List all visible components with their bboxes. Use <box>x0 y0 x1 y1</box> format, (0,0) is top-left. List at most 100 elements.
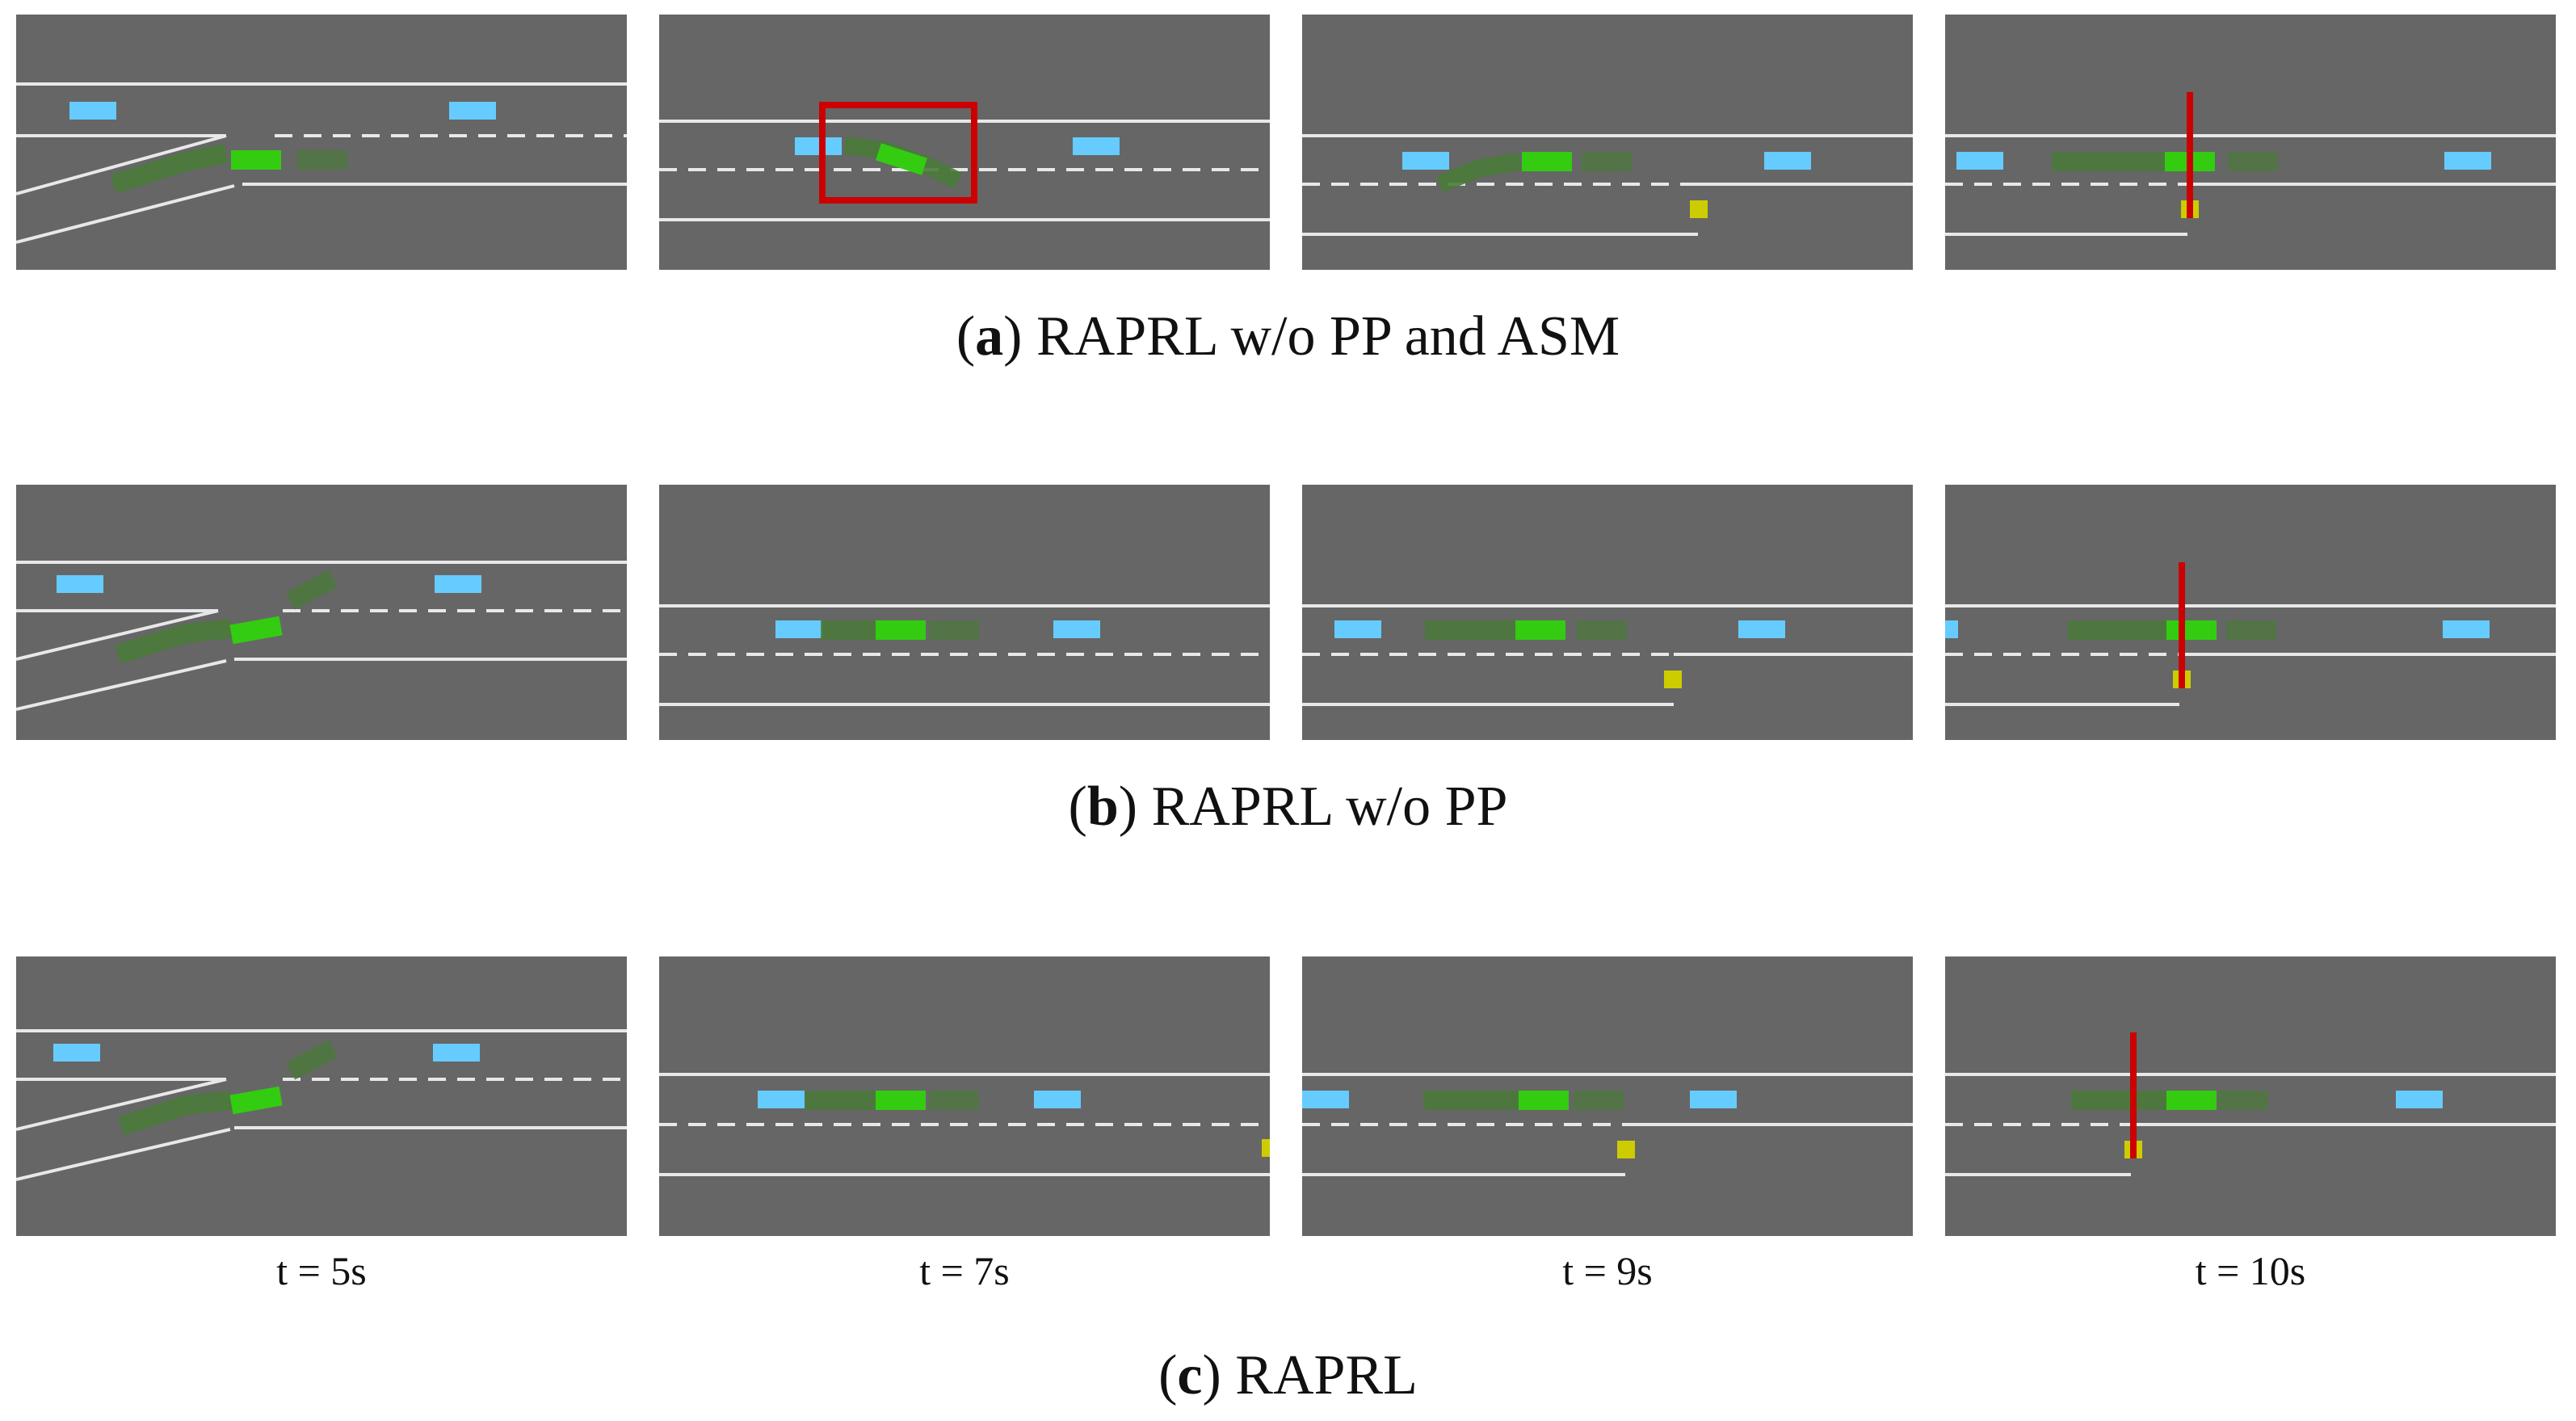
time-label-1: t = 5s <box>276 1248 367 1293</box>
ego-ghost <box>285 1040 338 1080</box>
vehicle <box>69 102 116 120</box>
vehicle <box>1053 620 1100 638</box>
time-label-2: t = 7s <box>919 1248 1010 1293</box>
ramp-edge-lower <box>16 1128 231 1181</box>
ego-trail <box>1425 620 1517 640</box>
lane-end-marker <box>1690 200 1708 218</box>
vehicle <box>1073 137 1120 155</box>
caption-c: (c) RAPRL <box>1158 1344 1418 1406</box>
collision-line <box>2130 1032 2137 1158</box>
scene-a-2 <box>659 102 1270 221</box>
ego-ghost <box>929 620 979 640</box>
ego-ghost <box>1574 1091 1624 1110</box>
ego-ghost <box>1577 620 1627 640</box>
time-label-4: t = 10s <box>2195 1248 2306 1293</box>
scene-b-3 <box>1302 604 1913 706</box>
ramp-edge-upper <box>16 609 219 661</box>
vehicle <box>435 575 481 593</box>
ego-vehicle <box>1522 152 1572 171</box>
vehicle <box>2396 1091 2443 1108</box>
vehicle <box>795 137 842 155</box>
ego-vehicle <box>229 1086 283 1115</box>
ego-trail <box>1423 1091 1520 1110</box>
highlight-box <box>819 102 977 204</box>
ego-ghost <box>285 570 338 610</box>
ego-ghost <box>1582 152 1632 171</box>
vehicle <box>449 102 496 120</box>
ego-ghost <box>2226 620 2276 640</box>
vehicle <box>57 575 103 593</box>
ego-trail <box>2052 152 2173 171</box>
panel-c-1 <box>16 956 627 1236</box>
ego-trail <box>1435 153 1522 193</box>
scene-c-2 <box>659 1073 1270 1176</box>
lane-end-marker <box>1617 1141 1635 1158</box>
scene-a-3 <box>1302 134 1913 236</box>
vehicle <box>433 1044 480 1062</box>
scene-c-1 <box>16 1029 627 1181</box>
vehicle <box>53 1044 100 1062</box>
lane-end-marker <box>1262 1139 1270 1157</box>
panel-c-3 <box>1302 956 1913 1236</box>
vehicle <box>1034 1091 1081 1108</box>
vehicle <box>1956 152 2003 170</box>
ego-vehicle <box>876 143 927 175</box>
vehicle <box>1945 620 1958 638</box>
scene-b-2 <box>659 604 1270 706</box>
vehicle <box>1738 620 1785 638</box>
ego-trail <box>2071 1091 2168 1110</box>
caption-a: (a) RAPRL w/o PP and ASM <box>956 305 1620 368</box>
ego-vehicle <box>2166 1091 2217 1110</box>
collision-line <box>2187 92 2193 218</box>
panel-a-4 <box>1945 15 2556 270</box>
ego-vehicle <box>876 1091 926 1110</box>
scene-b-1 <box>16 561 627 711</box>
panel-b-4 <box>1945 485 2556 740</box>
ramp-edge-lower <box>16 659 227 711</box>
scene-a-4 <box>1945 92 2556 236</box>
panel-b-1 <box>16 485 627 740</box>
ego-vehicle <box>2166 620 2217 640</box>
vehicle <box>1690 1091 1737 1108</box>
vehicle <box>2443 620 2490 638</box>
ego-vehicle <box>231 150 281 170</box>
vehicle <box>1402 152 1449 170</box>
ego-ghost <box>2218 1091 2268 1110</box>
ego-ghost <box>2228 152 2278 171</box>
ramp-edge-upper <box>16 134 227 195</box>
time-label-3: t = 9s <box>1562 1248 1653 1293</box>
scene-c-4 <box>1945 1032 2556 1176</box>
ego-trail <box>110 144 229 194</box>
vehicle <box>1334 620 1381 638</box>
panel-c-2 <box>659 956 1270 1236</box>
lane-end-marker <box>1664 671 1682 688</box>
scene-a-1 <box>16 82 627 244</box>
vehicle <box>1302 1091 1349 1108</box>
ego-ghost <box>297 150 347 170</box>
ego-trail <box>805 1091 879 1110</box>
ego-ghost <box>929 1091 979 1110</box>
ramp-edge-lower <box>16 184 235 244</box>
panel-a-2 <box>659 15 1270 270</box>
vehicle <box>2444 152 2491 170</box>
scene-b-4 <box>1945 562 2556 706</box>
caption-b: (b) RAPRL w/o PP <box>1068 776 1508 838</box>
ego-vehicle <box>876 620 926 640</box>
panel-b-3 <box>1302 485 1913 740</box>
ego-trail <box>821 620 877 640</box>
ramp-edge-upper <box>16 1078 227 1131</box>
panel-a-1 <box>16 15 627 270</box>
ego-vehicle <box>1515 620 1565 640</box>
vehicle <box>758 1091 805 1108</box>
ego-trail <box>118 1091 233 1136</box>
ego-trail <box>2068 620 2170 640</box>
vehicle <box>1764 152 1811 170</box>
collision-line <box>2179 562 2185 688</box>
panel-c-4 <box>1945 956 2556 1236</box>
ego-vehicle <box>229 616 283 645</box>
vehicle <box>775 620 822 638</box>
panel-a-3 <box>1302 15 1913 270</box>
scene-c-3 <box>1302 1073 1913 1176</box>
panel-b-2 <box>659 485 1270 740</box>
ego-vehicle <box>1519 1091 1569 1110</box>
